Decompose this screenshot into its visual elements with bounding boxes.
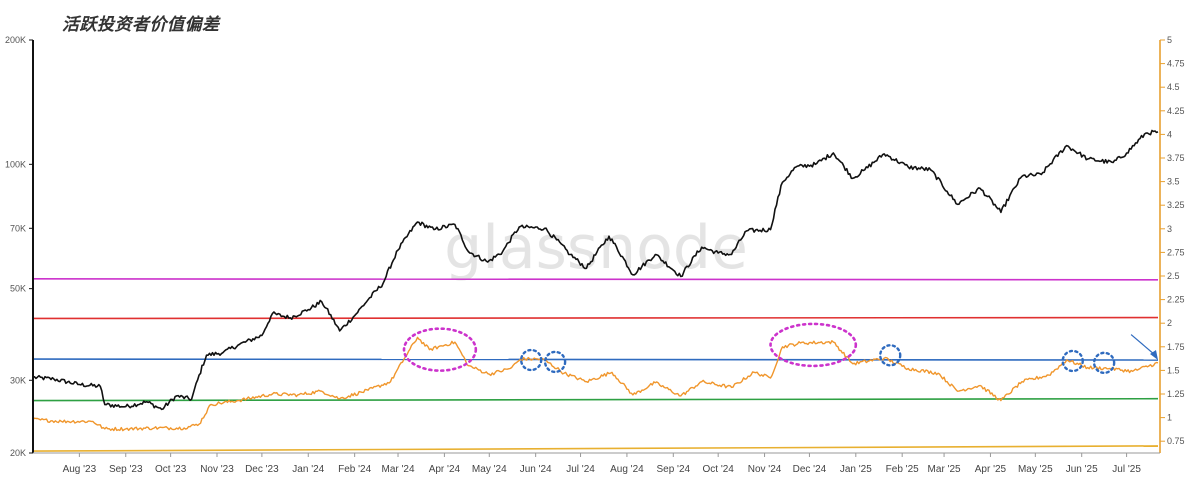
x-tick-label: Nov '23	[200, 464, 234, 475]
x-tick-label: Mar '25	[928, 464, 961, 475]
x-tick-label: May '25	[1018, 464, 1053, 475]
left-tick-label: 20K	[10, 448, 26, 458]
left-tick-label: 50K	[10, 284, 26, 294]
right-tick-label: 3.25	[1167, 200, 1185, 210]
x-tick-label: Aug '24	[610, 464, 644, 475]
highlight-circle-7	[1092, 351, 1116, 375]
x-tick-label: Jul '25	[1112, 464, 1141, 475]
right-tick-label: 2	[1167, 318, 1172, 328]
highlight-circle-5	[879, 344, 902, 367]
series-line-2	[32, 336, 1159, 432]
highlight-circle-3	[519, 348, 543, 372]
x-tick-label: Nov '24	[748, 464, 782, 475]
right-tick-label: 3.75	[1167, 153, 1185, 163]
reference-lines	[32, 278, 1159, 452]
highlight-circle-6	[1061, 349, 1084, 373]
right-tick-label: 2.75	[1167, 247, 1185, 257]
x-tick-label: Apr '25	[975, 464, 1007, 475]
right-tick-label: 2.25	[1167, 295, 1185, 305]
right-tick-label: 4.25	[1167, 106, 1185, 116]
right-tick-label: 1	[1167, 413, 1172, 423]
x-tick-label: Jun '24	[520, 464, 552, 475]
x-tick-label: Feb '24	[338, 464, 371, 475]
series-layer	[32, 129, 1159, 432]
reference-line-4	[32, 397, 1159, 402]
right-tick-label: 0.75	[1167, 436, 1185, 446]
right-tick-label: 1.25	[1167, 389, 1185, 399]
chart-title: 活跃投资者价值偏差	[62, 15, 220, 35]
left-tick-label: 200K	[5, 35, 26, 45]
x-tick-label: May '24	[472, 464, 507, 475]
right-tick-label: 4.5	[1167, 82, 1180, 92]
x-tick-label: Oct '24	[702, 464, 734, 475]
axes-layer: 20K 30K 50K 70K 100K 200K 0.75 1 1.25 1.5 1.75 2 2.2…	[5, 35, 1185, 475]
right-tick-label: 1.5	[1167, 365, 1180, 375]
x-tick-label: Jan '24	[292, 464, 324, 475]
watermark-text: glassnode	[444, 213, 748, 283]
x-tick-label: Jan '25	[840, 464, 872, 475]
right-tick-label: 3	[1167, 224, 1172, 234]
x-tick-label: Mar '24	[382, 464, 415, 475]
right-tick-label: 4.75	[1167, 59, 1185, 69]
x-tick-label: Jul '24	[566, 464, 595, 475]
right-tick-label: 2.5	[1167, 271, 1180, 281]
highlight-ellipse-2	[769, 322, 858, 368]
arrow-head	[1150, 350, 1158, 361]
x-tick-label: Jun '25	[1066, 464, 1098, 475]
x-tick-label: Aug '23	[63, 464, 97, 475]
left-tick-label: 30K	[10, 375, 26, 385]
x-tick-label: Apr '24	[429, 464, 461, 475]
highlight-circle-4	[543, 350, 567, 374]
x-tick-label: Sep '24	[656, 464, 690, 475]
right-tick-label: 5	[1167, 35, 1172, 45]
x-tick-label: Oct '23	[155, 464, 187, 475]
reference-line-2	[32, 316, 1159, 320]
x-tick-label: Dec '24	[793, 464, 827, 475]
series-line-1	[32, 129, 1159, 411]
right-tick-label: 3.5	[1167, 177, 1180, 187]
left-tick-label: 70K	[10, 223, 26, 233]
highlight-ellipse-1	[402, 327, 478, 372]
x-tick-label: Dec '23	[245, 464, 279, 475]
reference-line-3	[32, 358, 1159, 361]
arrow-shaft	[1130, 334, 1156, 356]
annotations-layer	[402, 322, 1158, 375]
reference-line-5	[32, 445, 1159, 452]
x-tick-label: Feb '25	[886, 464, 919, 475]
right-tick-label: 4	[1167, 129, 1172, 139]
reference-line-1	[32, 278, 1159, 281]
right-tick-label: 1.75	[1167, 342, 1185, 352]
left-tick-label: 100K	[5, 159, 26, 169]
x-tick-label: Sep '23	[109, 464, 143, 475]
